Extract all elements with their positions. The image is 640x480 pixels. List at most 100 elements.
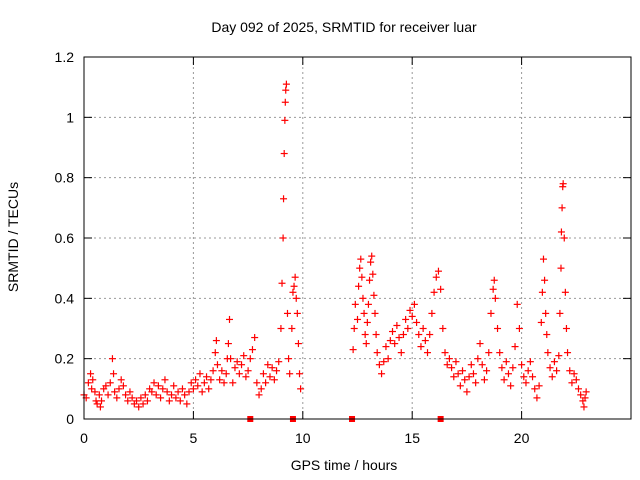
- data-point: [113, 394, 121, 402]
- data-point: [489, 285, 497, 293]
- data-point: [282, 80, 290, 88]
- data-point: [485, 349, 493, 357]
- data-point: [511, 343, 519, 351]
- x-axis-label: GPS time / hours: [291, 457, 398, 473]
- data-point: [273, 367, 281, 375]
- data-point: [419, 325, 427, 332]
- data-point: [397, 349, 405, 357]
- data-point: [524, 367, 532, 375]
- data-point: [351, 300, 359, 308]
- data-point: [235, 370, 243, 378]
- data-point: [487, 309, 495, 317]
- data-point: [513, 300, 521, 308]
- data-point: [268, 364, 276, 372]
- data-point: [558, 204, 566, 212]
- data-point: [538, 288, 546, 296]
- data-point: [159, 385, 167, 393]
- data-point: [417, 343, 425, 351]
- data-point: [459, 367, 467, 375]
- data-point: [157, 394, 165, 402]
- data-point: [275, 358, 283, 366]
- data-point: [542, 309, 550, 317]
- x-tick-label: 20: [514, 430, 530, 446]
- y-tick-label: 0.6: [55, 230, 75, 246]
- y-tick-label: 0: [66, 411, 74, 427]
- data-point: [360, 309, 368, 317]
- data-point: [115, 385, 123, 393]
- data-point: [399, 331, 407, 339]
- data-point: [434, 267, 442, 275]
- data-point: [522, 379, 530, 387]
- data-point: [543, 331, 551, 339]
- data-point: [450, 373, 458, 381]
- data-point: [194, 382, 202, 390]
- data-point: [443, 361, 451, 369]
- data-point: [242, 373, 250, 381]
- data-point: [561, 288, 569, 296]
- data-point: [224, 340, 232, 348]
- data-point: [370, 291, 378, 299]
- data-point: [264, 361, 272, 369]
- data-point: [361, 331, 369, 339]
- data-point: [207, 376, 215, 384]
- data-point: [537, 318, 545, 326]
- data-point: [244, 367, 252, 375]
- data-point: [572, 376, 580, 384]
- data-point: [548, 373, 556, 381]
- data-point: [288, 325, 296, 332]
- data-point: [391, 340, 399, 348]
- data-point: [246, 355, 254, 363]
- x-tick-label: 5: [190, 430, 198, 446]
- data-point: [533, 394, 541, 402]
- data-point: [491, 294, 499, 302]
- data-point: [198, 388, 206, 396]
- plot-frame: [83, 56, 632, 420]
- data-point: [84, 379, 92, 387]
- data-point: [544, 349, 552, 357]
- data-point: [233, 358, 241, 366]
- data-point: [278, 279, 286, 287]
- data-point: [441, 349, 449, 357]
- data-point: [382, 343, 390, 351]
- data-point: [408, 312, 416, 320]
- data-point: [126, 388, 134, 396]
- data-point: [498, 364, 506, 372]
- data-point: [490, 276, 498, 284]
- x-tick-label: 15: [404, 430, 420, 446]
- data-point: [424, 349, 432, 357]
- data-point: [139, 400, 147, 408]
- data-point: [564, 349, 572, 357]
- data-point: [375, 361, 383, 369]
- data-point: [141, 391, 149, 399]
- data-point: [148, 388, 156, 396]
- data-point: [480, 376, 488, 384]
- data-point: [174, 388, 182, 396]
- data-point: [286, 370, 294, 378]
- data-point: [209, 367, 217, 375]
- data-point: [582, 388, 590, 396]
- data-point: [280, 195, 288, 203]
- data-point: [192, 376, 200, 384]
- data-point: [520, 373, 528, 381]
- data-point: [165, 397, 173, 405]
- data-point: [172, 394, 180, 402]
- data-point: [152, 391, 160, 399]
- data-point: [566, 367, 574, 375]
- data-point: [461, 376, 469, 384]
- data-point: [119, 382, 127, 390]
- data-point: [248, 346, 256, 354]
- data-point: [163, 388, 171, 396]
- data-point: [110, 370, 118, 378]
- data-point: [196, 370, 204, 378]
- data-point: [262, 379, 270, 387]
- data-point: [581, 394, 589, 402]
- data-point: [178, 385, 186, 393]
- data-point: [257, 385, 265, 393]
- data-point: [211, 349, 219, 357]
- data-point: [557, 228, 565, 236]
- data-point: [251, 334, 259, 342]
- data-point: [359, 294, 367, 302]
- data-point: [226, 315, 234, 323]
- data-point: [535, 382, 543, 390]
- data-point: [281, 116, 289, 124]
